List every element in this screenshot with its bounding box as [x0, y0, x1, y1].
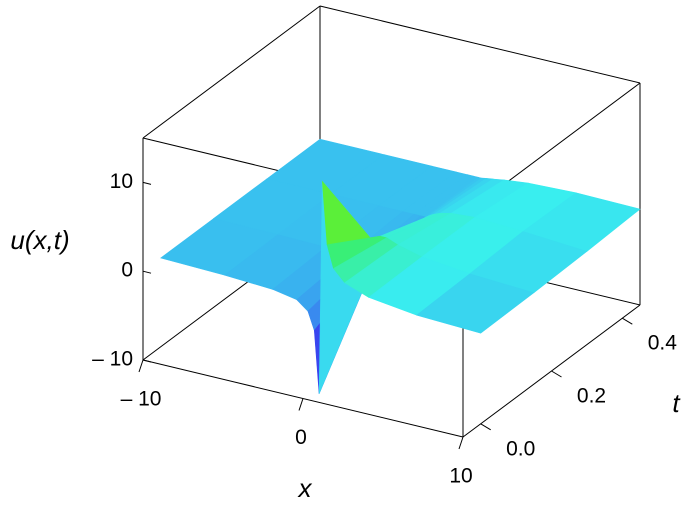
- labels: x t u(x,t) – 10 0 10 0.0 0.2 0.4 – 10 0 10: [10, 170, 681, 503]
- x-tick: [458, 436, 464, 450]
- y-tick: [551, 370, 562, 378]
- z-tick: [142, 181, 152, 185]
- z-tick-label: 0: [121, 259, 133, 282]
- z-tick-label: 10: [110, 170, 133, 193]
- surface-patch: [416, 273, 535, 334]
- x-tick-label: 10: [449, 465, 472, 488]
- box-edge: [319, 5, 641, 84]
- y-tick: [622, 317, 633, 325]
- x-tick-label: – 10: [121, 388, 162, 411]
- z-tick-label: – 10: [92, 348, 133, 371]
- y-tick-label: 0.4: [648, 332, 678, 355]
- y-tick-label: 0.0: [506, 437, 535, 460]
- z-tick: [142, 359, 152, 363]
- t-axis-label: t: [672, 388, 681, 418]
- y-tick: [480, 423, 491, 431]
- z-axis-label: u(x,t): [10, 225, 69, 255]
- x-tick: [138, 359, 144, 373]
- box-edge: [142, 5, 321, 139]
- x-axis-label: x: [297, 473, 313, 503]
- y-tick-label: 0.2: [577, 385, 606, 408]
- x-tick-label: 0: [295, 426, 307, 449]
- z-tick: [142, 270, 152, 274]
- x-tick: [298, 398, 304, 411]
- surface: [160, 138, 641, 394]
